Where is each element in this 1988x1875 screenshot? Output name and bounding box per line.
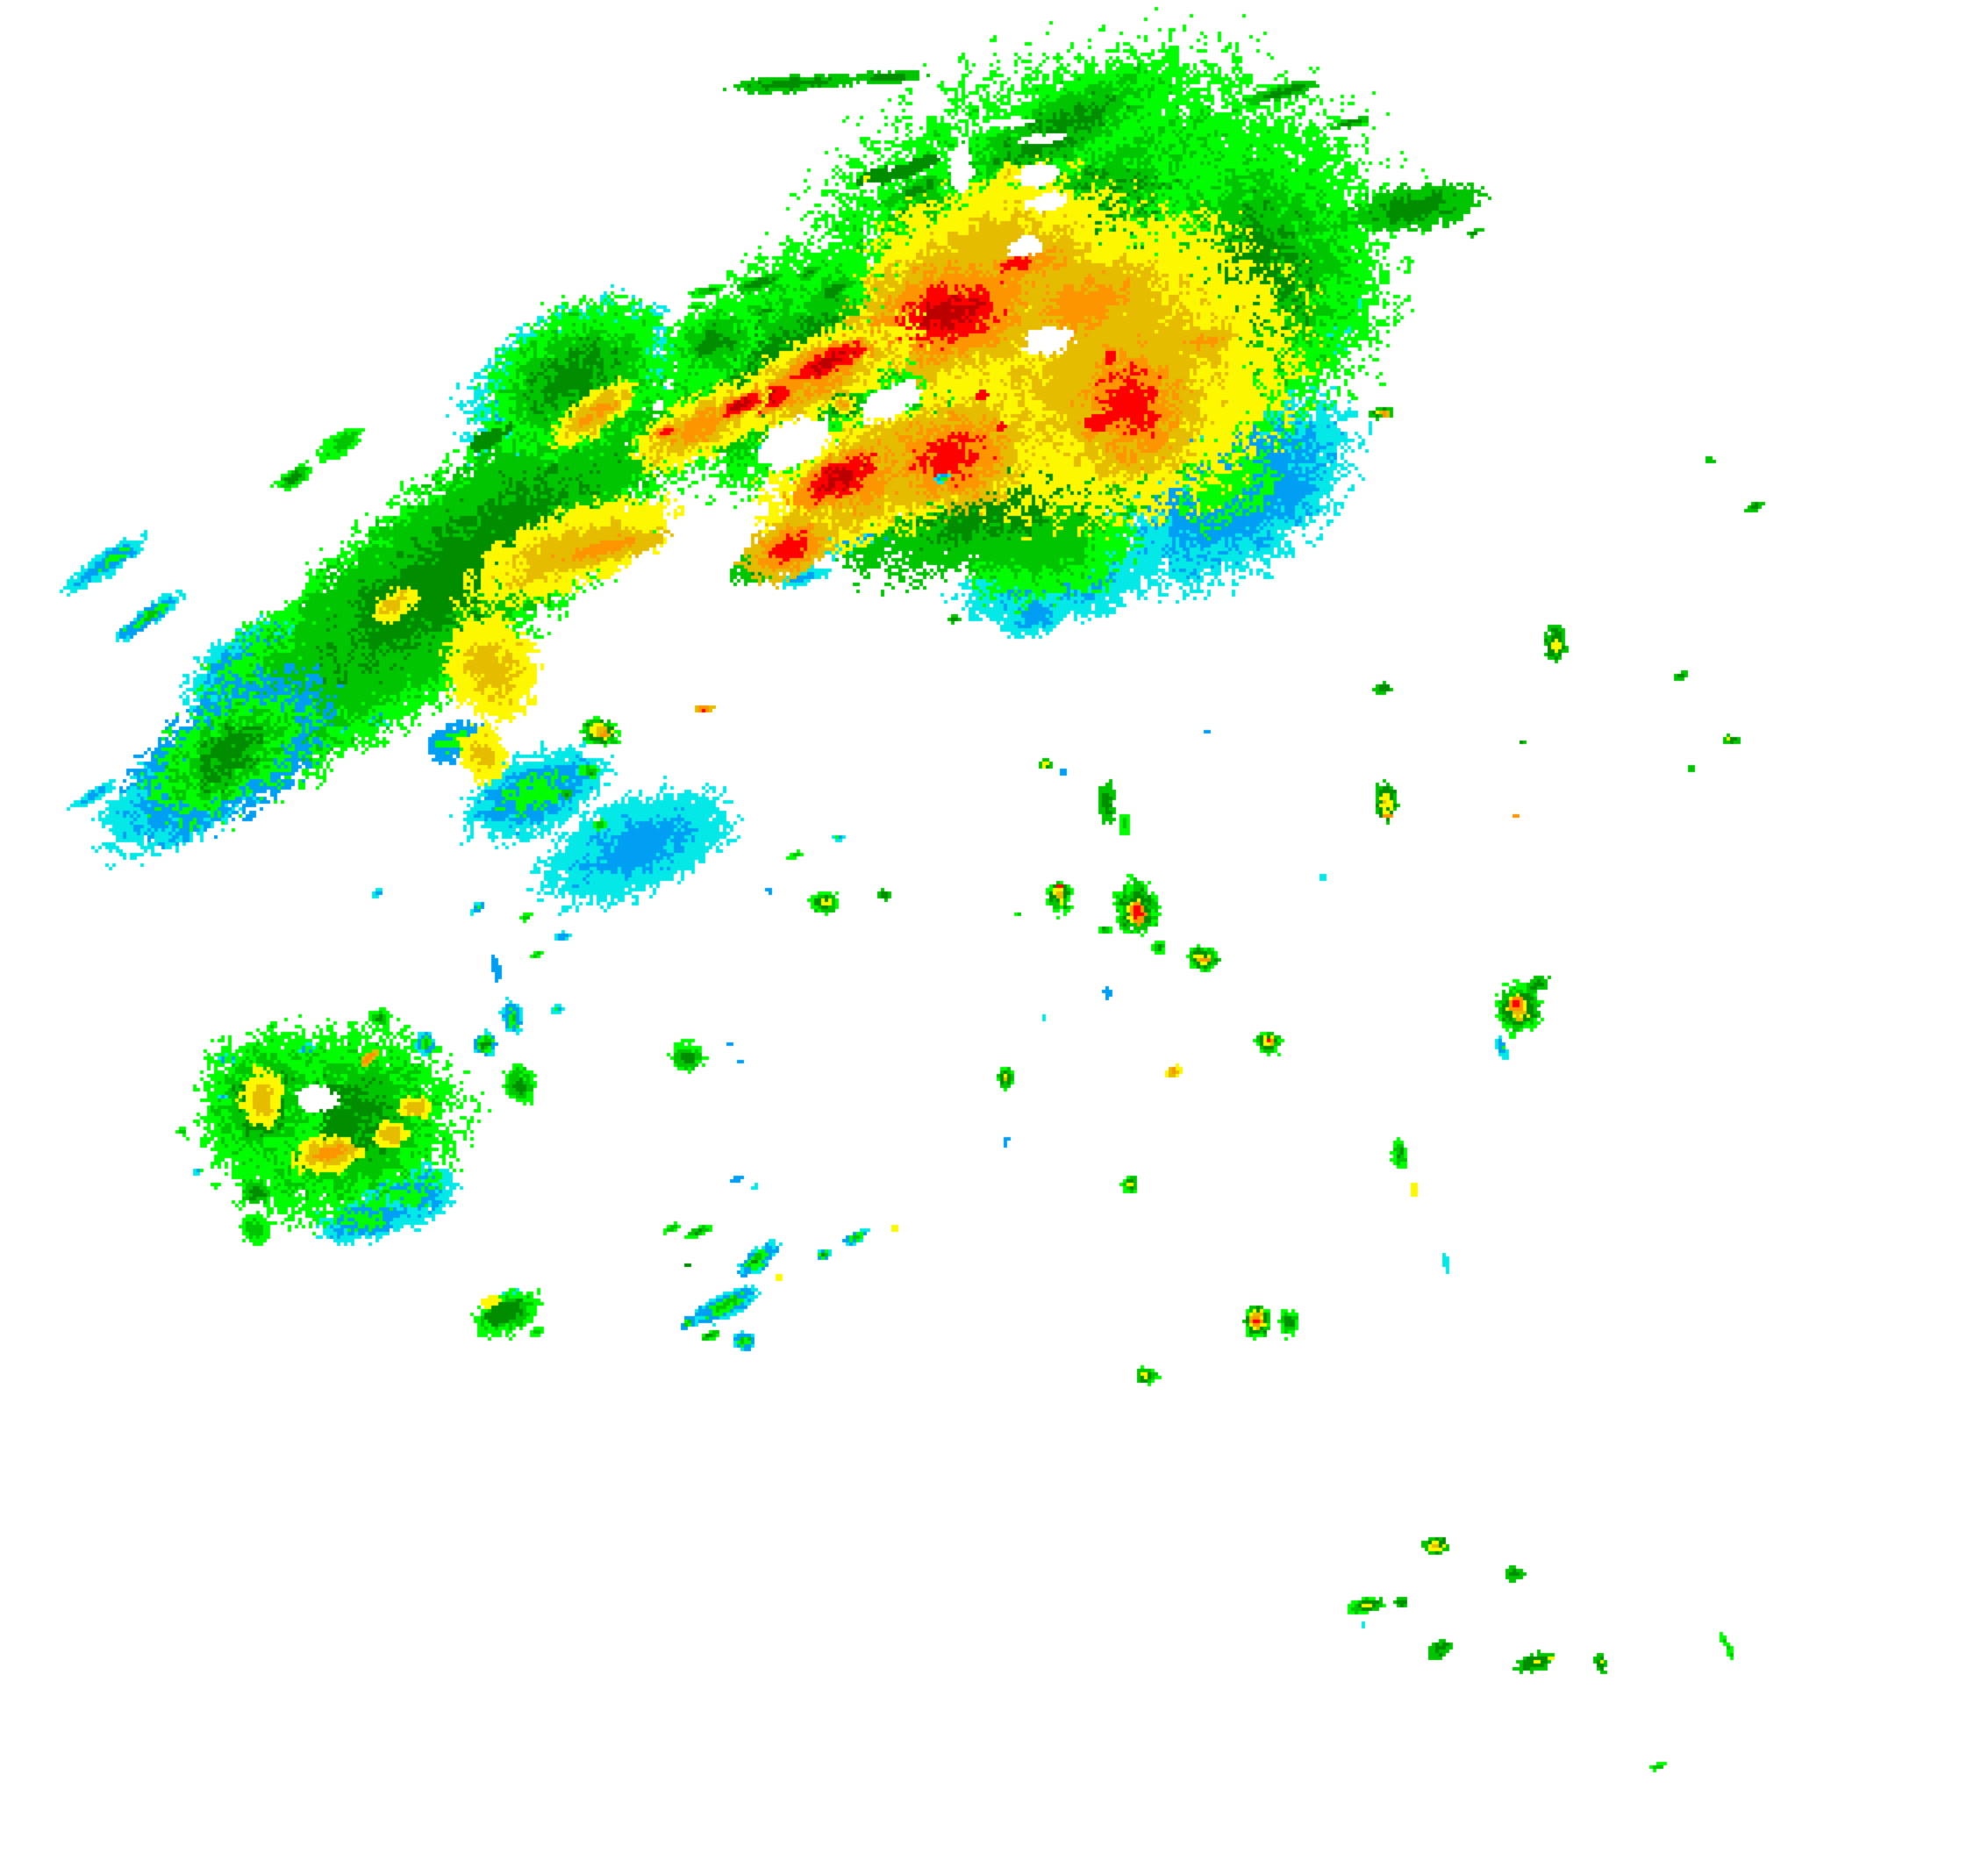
radar-canvas bbox=[0, 0, 1988, 1875]
radar-map bbox=[0, 0, 1988, 1875]
